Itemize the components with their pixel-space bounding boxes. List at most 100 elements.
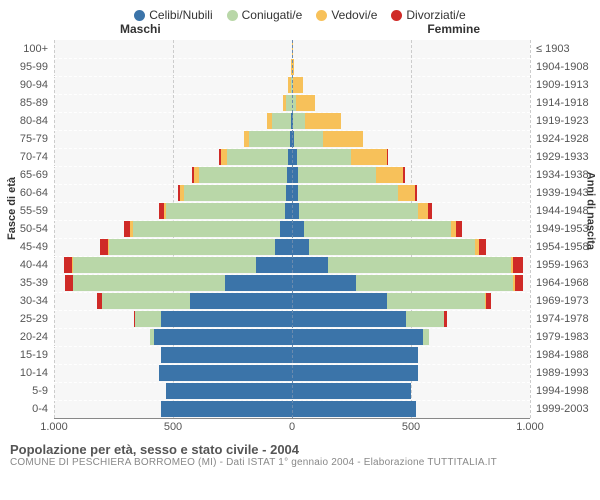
bar-male xyxy=(161,347,292,363)
age-row: 10-141989-1993 xyxy=(0,364,600,382)
bar-segment xyxy=(285,203,292,219)
x-tick-label: 500 xyxy=(402,421,420,433)
bar-segment xyxy=(479,239,486,255)
bar-segment xyxy=(323,131,363,147)
birth-year-label: 1929-1933 xyxy=(536,148,600,166)
legend-item: Celibi/Nubili xyxy=(134,8,212,22)
birth-year-label: 1949-1953 xyxy=(536,220,600,238)
population-pyramid: Fasce di età Anni di nascita 100+≤ 19039… xyxy=(0,40,600,418)
age-label: 100+ xyxy=(0,40,48,58)
bar-segment xyxy=(376,167,402,183)
legend-item: Coniugati/e xyxy=(227,8,303,22)
bar-segment xyxy=(292,347,418,363)
bar-male xyxy=(65,275,292,291)
age-label: 80-84 xyxy=(0,112,48,130)
age-label: 50-54 xyxy=(0,220,48,238)
bar-segment xyxy=(256,257,292,273)
age-label: 40-44 xyxy=(0,256,48,274)
bar-segment xyxy=(293,77,303,93)
legend-item: Divorziati/e xyxy=(391,8,465,22)
bar-female xyxy=(292,293,491,309)
birth-year-label: 1924-1928 xyxy=(536,130,600,148)
legend-label: Vedovi/e xyxy=(331,8,377,22)
bar-segment xyxy=(328,257,511,273)
bar-female xyxy=(292,167,405,183)
birth-year-label: 1909-1913 xyxy=(536,76,600,94)
bar-segment xyxy=(225,275,292,291)
bar-segment xyxy=(486,293,491,309)
legend: Celibi/Nubili Coniugati/e Vedovi/e Divor… xyxy=(0,0,600,22)
bar-female xyxy=(292,329,429,345)
legend-label: Divorziati/e xyxy=(406,8,465,22)
age-label: 35-39 xyxy=(0,274,48,292)
bar-segment xyxy=(292,257,328,273)
bar-segment xyxy=(73,275,225,291)
bar-female xyxy=(292,149,388,165)
bar-female xyxy=(292,239,486,255)
bar-female xyxy=(292,77,303,93)
bar-segment xyxy=(161,347,292,363)
bar-male xyxy=(100,239,292,255)
bar-male xyxy=(124,221,292,237)
bar-segment xyxy=(159,365,292,381)
bar-male xyxy=(192,167,292,183)
bar-male xyxy=(178,185,292,201)
bar-segment xyxy=(184,185,286,201)
age-label: 55-59 xyxy=(0,202,48,220)
x-axis: 1.00050005001.000 xyxy=(0,418,600,436)
bar-female xyxy=(292,311,447,327)
bar-segment xyxy=(406,311,444,327)
bar-segment xyxy=(280,221,292,237)
bar-female xyxy=(292,185,417,201)
bar-segment xyxy=(513,257,523,273)
bar-male xyxy=(159,203,292,219)
bar-segment xyxy=(403,167,405,183)
age-label: 20-24 xyxy=(0,328,48,346)
bar-segment xyxy=(161,401,292,417)
bar-male xyxy=(134,311,292,327)
age-row: 95-991904-1908 xyxy=(0,58,600,76)
chart-subtitle: COMUNE DI PESCHIERA BORROMEO (MI) - Dati… xyxy=(10,457,590,468)
bar-segment xyxy=(423,329,429,345)
bar-male xyxy=(267,113,292,129)
bar-segment xyxy=(298,167,377,183)
age-row: 35-391964-1968 xyxy=(0,274,600,292)
bar-male xyxy=(283,95,293,111)
bar-female xyxy=(292,365,418,381)
bar-segment xyxy=(305,113,341,129)
bar-segment xyxy=(272,113,291,129)
bar-segment xyxy=(428,203,433,219)
bar-segment xyxy=(351,149,387,165)
bar-segment xyxy=(135,311,161,327)
bar-segment xyxy=(292,365,418,381)
x-tick-label: 1.000 xyxy=(40,421,68,433)
bar-male xyxy=(97,293,292,309)
age-label: 85-89 xyxy=(0,94,48,112)
age-label: 70-74 xyxy=(0,148,48,166)
age-row: 55-591944-1948 xyxy=(0,202,600,220)
age-label: 60-64 xyxy=(0,184,48,202)
bar-segment xyxy=(166,203,285,219)
bar-segment xyxy=(294,131,323,147)
bar-segment xyxy=(275,239,292,255)
bar-segment xyxy=(309,239,476,255)
bar-segment xyxy=(387,293,485,309)
x-tick-label: 1.000 xyxy=(516,421,544,433)
age-row: 50-54 1949-1953 xyxy=(0,220,600,238)
bar-segment xyxy=(298,185,398,201)
bar-female xyxy=(292,347,418,363)
header-male: Maschi xyxy=(120,22,161,36)
age-row: 15-191984-1988 xyxy=(0,346,600,364)
bar-segment xyxy=(297,149,352,165)
bar-segment xyxy=(109,239,276,255)
bar-female xyxy=(292,257,523,273)
age-row: 0-41999-2003 xyxy=(0,400,600,418)
bar-male xyxy=(150,329,292,345)
bar-segment xyxy=(296,95,315,111)
legend-item: Vedovi/e xyxy=(316,8,377,22)
bar-female xyxy=(292,131,363,147)
chart-rows: 100+≤ 190395-991904-190890-941909-191385… xyxy=(0,40,600,418)
birth-year-label: 1904-1908 xyxy=(536,58,600,76)
bar-male xyxy=(244,131,292,147)
age-label: 5-9 xyxy=(0,382,48,400)
